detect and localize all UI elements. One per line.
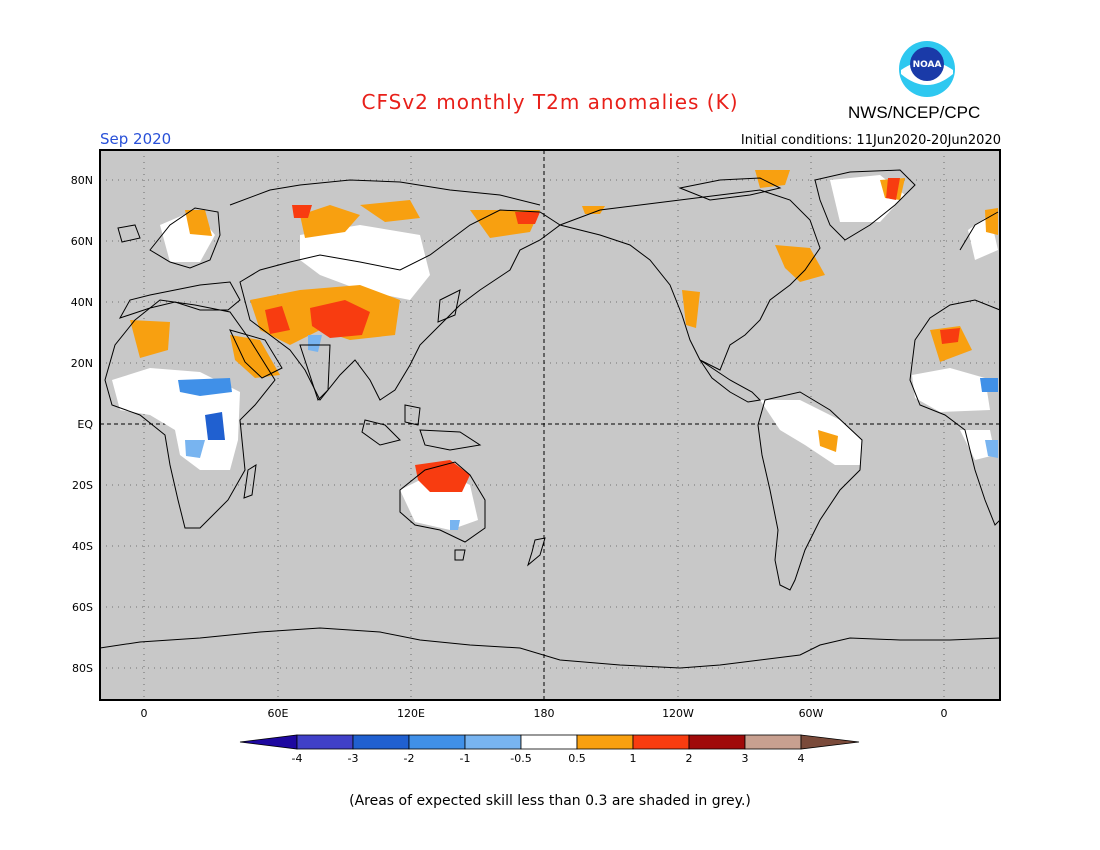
logo-text: NOAA bbox=[913, 60, 942, 70]
coastlines bbox=[99, 169, 1001, 669]
colorbar-tick-label: -0.5 bbox=[510, 752, 531, 765]
colorbar bbox=[239, 734, 860, 750]
colorbar-tick-label: -2 bbox=[404, 752, 415, 765]
valid-month-label: Sep 2020 bbox=[100, 130, 172, 148]
lat-label: 20S bbox=[72, 479, 93, 492]
colorbar-segment bbox=[688, 734, 746, 750]
colorbar-tick-label: -4 bbox=[292, 752, 303, 765]
lon-label: 0 bbox=[141, 707, 148, 720]
colorbar-segment bbox=[296, 734, 354, 750]
map-frame bbox=[99, 149, 1001, 701]
colorbar-tick-label: 2 bbox=[686, 752, 693, 765]
lon-label: 120W bbox=[662, 707, 694, 720]
latitude-labels: 80N 60N 40N 20N EQ 20S 40S 60S 80S bbox=[71, 174, 94, 675]
colorbar-tick-label: 3 bbox=[742, 752, 749, 765]
lat-label: 40S bbox=[72, 540, 93, 553]
initial-conditions-label: Initial conditions: 11Jun2020-20Jun2020 bbox=[740, 133, 1001, 148]
lon-label: 60W bbox=[799, 707, 824, 720]
cold-anomaly-regions bbox=[178, 335, 998, 530]
noaa-logo: NOAA bbox=[899, 41, 955, 97]
lon-label: 120E bbox=[397, 707, 425, 720]
colorbar-labels: -4 -3 -2 -1 -0.5 0.5 1 2 3 4 bbox=[292, 752, 805, 765]
colorbar-segment bbox=[576, 734, 634, 750]
lat-label: 60S bbox=[72, 601, 93, 614]
lat-label: 60N bbox=[71, 235, 93, 248]
colorbar-tick-label: -3 bbox=[348, 752, 359, 765]
longitude-labels: 0 60E 120E 180 120W 60W 0 bbox=[141, 707, 948, 720]
lat-label: EQ bbox=[77, 418, 93, 431]
colorbar-tick-label: 0.5 bbox=[568, 752, 586, 765]
lat-label: 80S bbox=[72, 662, 93, 675]
colorbar-segment bbox=[632, 734, 690, 750]
colorbar-segment bbox=[744, 734, 802, 750]
colorbar-segment bbox=[408, 734, 466, 750]
colorbar-segment bbox=[352, 734, 410, 750]
colorbar-segment bbox=[464, 734, 522, 750]
lon-label: 0 bbox=[941, 707, 948, 720]
lat-label: 40N bbox=[71, 296, 93, 309]
lon-label: 60E bbox=[268, 707, 289, 720]
organization-label: NWS/NCEP/CPC bbox=[848, 103, 981, 122]
chart-title: CFSv2 monthly T2m anomalies (K) bbox=[361, 90, 739, 114]
map-grid bbox=[100, 150, 1000, 700]
colorbar-arrow-right bbox=[800, 734, 860, 750]
lon-label: 180 bbox=[534, 707, 555, 720]
lat-label: 80N bbox=[71, 174, 93, 187]
colorbar-tick-label: -1 bbox=[460, 752, 471, 765]
strong-warm-regions bbox=[265, 178, 960, 492]
colorbar-segment bbox=[520, 734, 578, 750]
map-background bbox=[100, 150, 1000, 700]
colorbar-tick-label: 1 bbox=[630, 752, 637, 765]
footnote: (Areas of expected skill less than 0.3 a… bbox=[349, 793, 751, 809]
lat-label: 20N bbox=[71, 357, 93, 370]
colorbar-tick-label: 4 bbox=[798, 752, 805, 765]
equator-dateline bbox=[100, 150, 1000, 700]
colorbar-arrow-left bbox=[239, 734, 298, 750]
